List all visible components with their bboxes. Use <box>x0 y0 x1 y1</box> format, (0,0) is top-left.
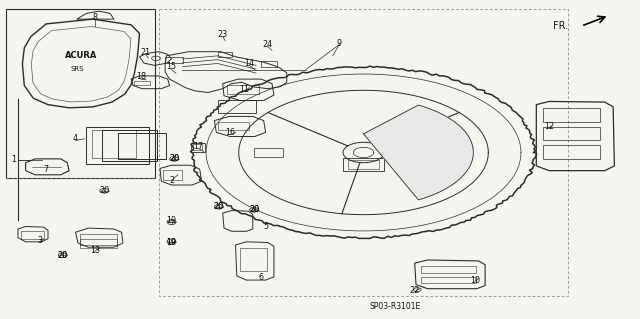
Text: 20: 20 <box>99 186 109 195</box>
Circle shape <box>413 288 421 292</box>
Text: 14: 14 <box>244 59 255 68</box>
Text: 22: 22 <box>410 286 420 295</box>
Text: 15: 15 <box>166 63 177 71</box>
Text: 20: 20 <box>58 251 68 260</box>
Circle shape <box>58 253 67 257</box>
Text: 20: 20 <box>58 251 68 260</box>
Text: 19: 19 <box>166 238 177 247</box>
Circle shape <box>168 239 175 243</box>
Text: 12: 12 <box>544 122 554 130</box>
Circle shape <box>168 221 175 225</box>
Text: 5: 5 <box>263 222 268 231</box>
Text: 20: 20 <box>169 154 179 163</box>
Text: 17: 17 <box>193 142 204 151</box>
Text: 20: 20 <box>249 205 259 214</box>
Circle shape <box>250 208 259 212</box>
Circle shape <box>167 240 176 244</box>
Text: 19: 19 <box>166 216 177 225</box>
Text: 9: 9 <box>337 39 342 48</box>
Text: 6: 6 <box>259 273 264 282</box>
Circle shape <box>214 204 223 209</box>
Text: 11: 11 <box>239 85 250 94</box>
Text: 24: 24 <box>262 40 273 48</box>
Text: 20: 20 <box>169 154 179 163</box>
Text: 3: 3 <box>37 236 42 245</box>
Text: 8: 8 <box>92 13 97 22</box>
Text: 18: 18 <box>136 72 146 81</box>
Text: 20: 20 <box>214 202 224 211</box>
Text: 2: 2 <box>169 176 174 185</box>
Text: 20: 20 <box>249 205 259 214</box>
Circle shape <box>100 189 109 193</box>
Text: SP03-R3101E: SP03-R3101E <box>370 302 421 311</box>
Text: 7: 7 <box>44 165 49 174</box>
Text: 10: 10 <box>470 276 480 285</box>
Circle shape <box>167 219 176 224</box>
Text: 13: 13 <box>90 246 100 255</box>
Text: 16: 16 <box>225 128 236 137</box>
Text: 1: 1 <box>12 155 17 164</box>
Text: FR.: FR. <box>553 21 568 31</box>
Polygon shape <box>364 105 474 200</box>
Text: 21: 21 <box>141 48 151 57</box>
Text: 19: 19 <box>166 238 177 247</box>
Text: 23: 23 <box>218 30 228 39</box>
Text: SRS: SRS <box>70 66 84 71</box>
Text: ACURA: ACURA <box>65 51 97 60</box>
Circle shape <box>170 157 179 161</box>
Text: 4: 4 <box>73 134 78 143</box>
Text: 20: 20 <box>214 202 224 211</box>
